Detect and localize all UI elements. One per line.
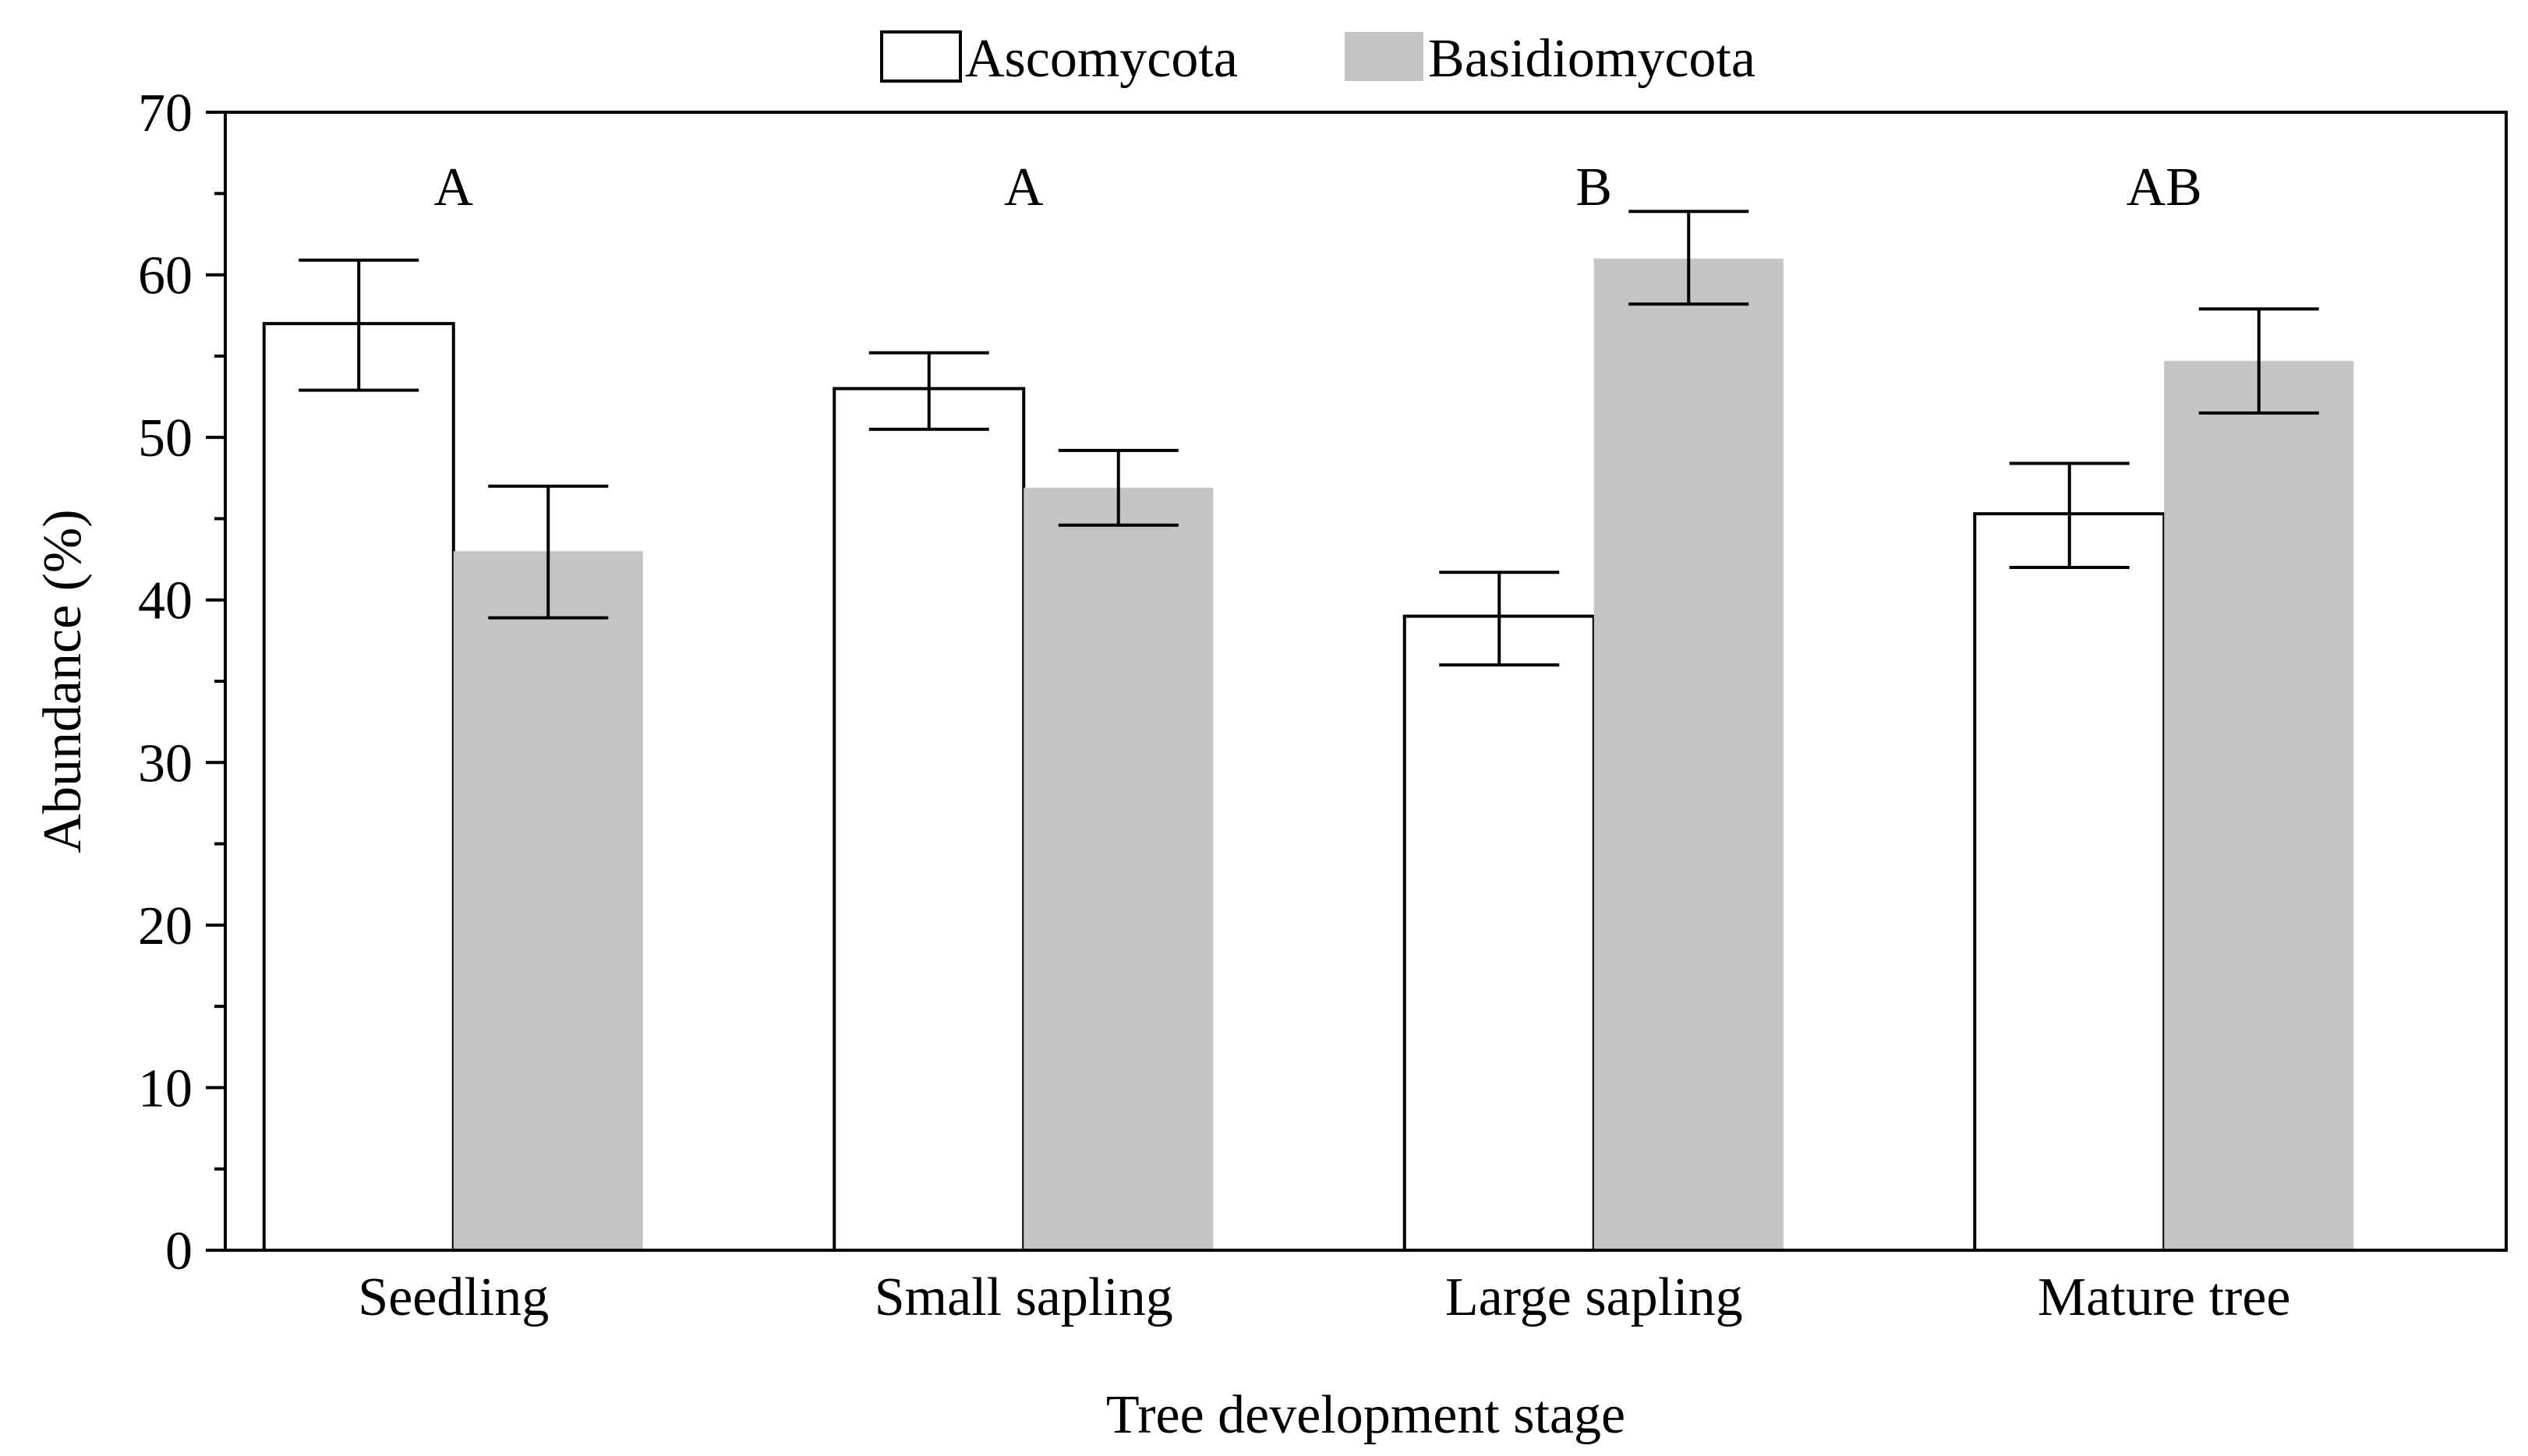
- bar-basidiomycota-mature-tree: [2164, 361, 2354, 1251]
- significance-label: B: [1575, 157, 1612, 217]
- x-tick-label-small-sapling: Small sapling: [875, 1267, 1173, 1327]
- bar-ascomycota-large-sapling: [1402, 614, 1596, 1252]
- bar-ascomycota-small-sapling: [833, 387, 1026, 1253]
- y-tick-label: 60: [138, 246, 193, 306]
- x-axis-title: Tree development stage: [1106, 1385, 1625, 1445]
- y-tick-label: 70: [138, 83, 193, 143]
- bar-basidiomycota-small-sapling: [1024, 487, 1214, 1250]
- y-tick-label: 20: [138, 896, 193, 956]
- bar-ascomycota-seedling: [262, 322, 455, 1253]
- bar-ascomycota-mature-tree: [1973, 512, 2166, 1252]
- significance-label: A: [1004, 157, 1044, 217]
- y-axis-title: Abundance (%): [33, 509, 93, 853]
- significance-label: AB: [2127, 157, 2202, 217]
- legend-swatch-basidiomycota: [1345, 32, 1423, 81]
- legend-label-ascomycota: Ascomycota: [965, 29, 1238, 89]
- y-tick-label: 10: [138, 1058, 193, 1119]
- x-tick-label-seedling: Seedling: [358, 1267, 549, 1327]
- y-tick-label: 0: [165, 1221, 193, 1281]
- y-tick-label: 50: [138, 408, 193, 468]
- legend-label-basidiomycota: Basidiomycota: [1428, 29, 1755, 89]
- legend-swatch-ascomycota: [880, 30, 962, 83]
- x-tick-label-mature-tree: Mature tree: [2038, 1267, 2291, 1327]
- y-tick-label: 30: [138, 733, 193, 793]
- significance-label: A: [433, 157, 473, 217]
- x-tick-label-large-sapling: Large sapling: [1445, 1267, 1743, 1327]
- bar-basidiomycota-seedling: [453, 551, 643, 1250]
- y-tick-label: 40: [138, 571, 193, 631]
- bar-basidiomycota-large-sapling: [1593, 258, 1784, 1250]
